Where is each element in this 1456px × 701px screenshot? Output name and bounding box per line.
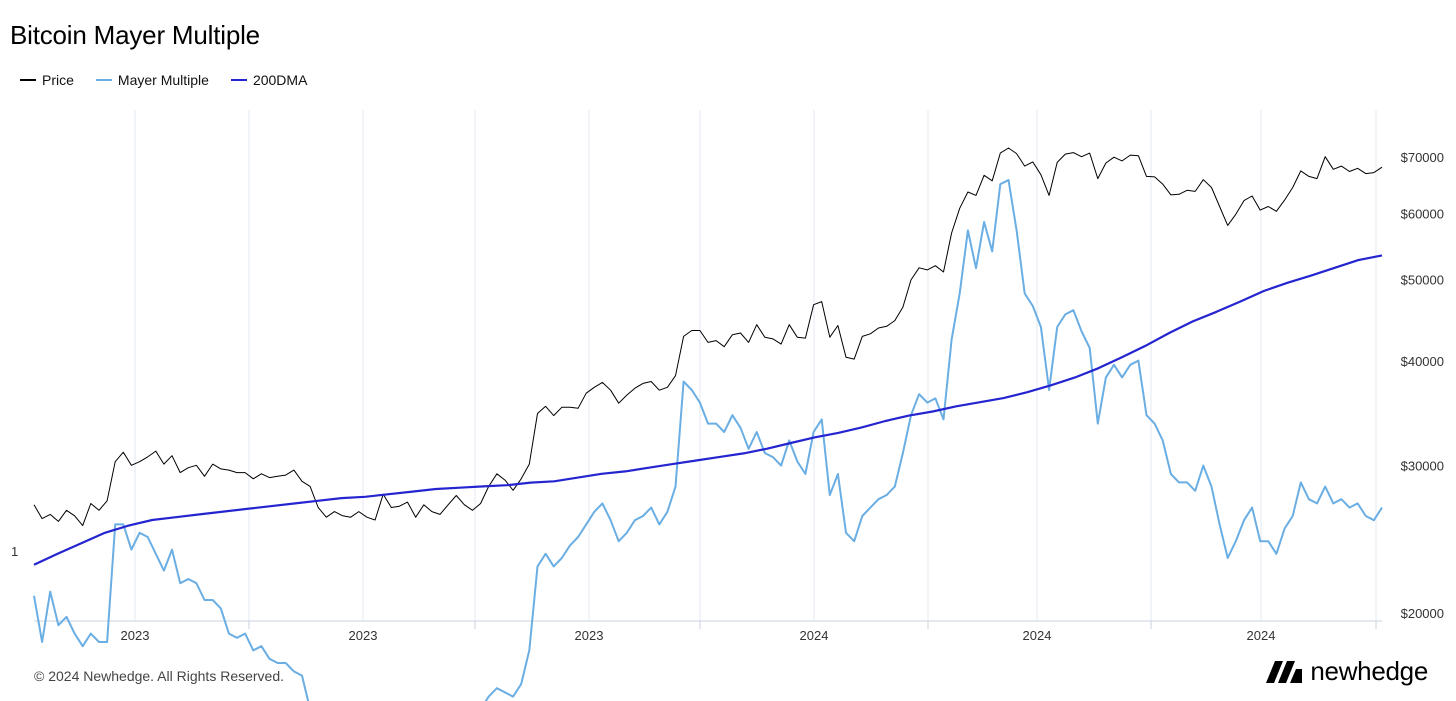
y-tick-label: $20000 [1401,606,1444,621]
x-tick-label: 2023 [121,628,150,643]
legend-swatch-mayer-multiple [95,79,112,81]
series-line-200dma [33,254,1383,566]
legend-label-200dma: 200DMA [252,72,308,88]
series-line-price [33,147,1383,527]
y-tick-label: $60000 [1401,206,1444,221]
legend-swatch-price [20,79,36,81]
brand-name: newhedge [1310,656,1428,686]
brand-logo[interactable]: newhedge [1266,656,1428,687]
x-tick-label: 2024 [1023,628,1052,643]
y-tick-label: $50000 [1401,273,1444,288]
legend-item-200dma[interactable]: 200DMA [230,72,308,88]
copyright-footer: © 2024 Newhedge. All Rights Reserved. [34,668,285,684]
x-tick-label: 2023 [575,628,604,643]
series-line-mayer-multiple [33,179,1383,701]
newhedge-logo-icon [1266,660,1303,683]
legend-label-price: Price [42,72,74,88]
legend-item-mayer-multiple[interactable]: Mayer Multiple [95,72,209,88]
legend-label-mayer-multiple: Mayer Multiple [117,72,209,88]
legend-swatch-200dma [230,79,247,81]
x-tick-label: 2024 [800,628,829,643]
legend-item-price[interactable]: Price [20,72,74,88]
chart-legend: Price Mayer Multiple 200DMA [20,72,307,88]
y-tick-label: $40000 [1401,354,1444,369]
y-tick-label: $70000 [1401,150,1444,165]
y-left-tick-label: 1 [11,544,18,559]
y-tick-label: $30000 [1401,458,1444,473]
x-tick-label: 2023 [349,628,378,643]
x-tick-label: 2024 [1247,628,1276,643]
chart-title: Bitcoin Mayer Multiple [10,20,260,50]
